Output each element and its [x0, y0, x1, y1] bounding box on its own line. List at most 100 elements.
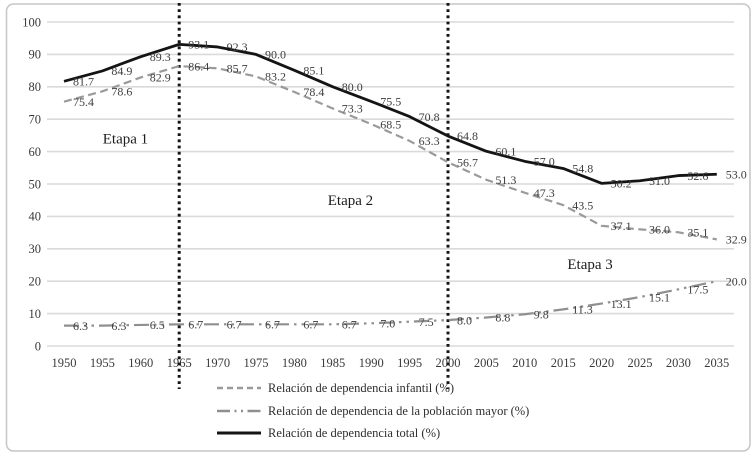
legend-label-total: Relación de dependencia total (%)	[268, 426, 441, 440]
x-axis-tick-label: 1980	[282, 356, 307, 370]
data-label-infantil: 43.5	[572, 198, 593, 212]
solid-line-icon	[217, 431, 261, 435]
data-label-poblacion-mayor: 6.7	[227, 317, 242, 331]
data-label-poblacion-mayor: 6.3	[73, 319, 88, 333]
y-axis-tick-label: 80	[29, 80, 42, 94]
data-label-infantil: 32.9	[726, 233, 747, 247]
data-label-poblacion-mayor: 6.5	[150, 318, 165, 332]
data-label-infantil: 56.7	[457, 155, 478, 169]
x-axis-tick-label: 2015	[551, 356, 576, 370]
data-label-total: 57.0	[534, 155, 555, 169]
x-axis-tick-label: 2010	[512, 356, 537, 370]
data-label-total: 84.9	[111, 64, 132, 78]
data-label-total: 60.1	[495, 144, 516, 158]
data-label-poblacion-mayor: 13.1	[611, 297, 632, 311]
data-label-infantil: 75.4	[73, 95, 94, 109]
data-label-infantil: 85.7	[227, 62, 248, 76]
stage-label: Etapa 1	[103, 132, 148, 148]
y-axis-tick-label: 0	[35, 339, 41, 353]
x-axis-tick-label: 2005	[474, 356, 499, 370]
legend-item-poblacion-mayor: Relación de dependencia de la población …	[216, 400, 529, 423]
data-label-poblacion-mayor: 6.7	[265, 317, 280, 331]
data-label-total: 93.1	[188, 38, 209, 52]
y-axis-tick-label: 90	[29, 48, 42, 62]
data-label-total: 90.0	[265, 48, 286, 62]
series-line-poblacion-mayor	[64, 280, 718, 327]
legend-item-infantil: Relación de dependencia infantil (%)	[216, 377, 529, 400]
data-label-poblacion-mayor: 6.3	[111, 319, 126, 333]
x-axis-tick-label: 1970	[205, 356, 230, 370]
data-label-total: 85.1	[303, 63, 324, 77]
x-axis-tick-label: 1985	[320, 356, 345, 370]
x-axis-tick-label: 2030	[666, 356, 691, 370]
x-axis-tick-label: 1990	[359, 356, 384, 370]
data-label-poblacion-mayor: 7.0	[380, 317, 395, 331]
x-axis-tick-label: 2035	[704, 356, 729, 370]
data-label-poblacion-mayor: 7.5	[419, 315, 434, 329]
legend-item-total: Relación de dependencia total (%)	[216, 422, 529, 445]
y-axis-tick-label: 40	[29, 210, 42, 224]
chart-legend: Relación de dependencia infantil (%) Rel…	[216, 377, 529, 445]
data-label-poblacion-mayor: 8.0	[457, 313, 472, 327]
data-label-infantil: 83.2	[265, 70, 286, 84]
y-axis-tick-label: 30	[29, 242, 42, 256]
dashed-line-icon	[217, 387, 261, 390]
data-label-poblacion-mayor: 11.3	[572, 303, 593, 317]
x-axis-tick-label: 1950	[52, 356, 77, 370]
y-axis-tick-label: 20	[29, 275, 42, 289]
stage-label: Etapa 3	[567, 257, 612, 273]
data-label-infantil: 82.9	[150, 71, 171, 85]
legend-label-poblacion-mayor: Relación de dependencia de la población …	[268, 403, 530, 418]
data-label-total: 52.6	[687, 169, 708, 183]
data-label-total: 75.5	[380, 95, 401, 109]
data-label-total: 54.8	[572, 162, 593, 176]
data-label-total: 50.2	[611, 177, 632, 191]
x-axis-tick-label: 1955	[90, 356, 115, 370]
data-label-infantil: 73.3	[342, 102, 363, 116]
data-label-poblacion-mayor: 6.7	[188, 317, 203, 331]
x-axis-tick-label: 1995	[397, 356, 422, 370]
x-axis-tick-label: 2025	[628, 356, 653, 370]
y-axis-tick-label: 100	[22, 15, 41, 29]
data-label-infantil: 78.4	[303, 85, 324, 99]
data-label-total: 89.3	[150, 50, 171, 64]
data-label-poblacion-mayor: 15.1	[649, 290, 670, 304]
data-label-infantil: 86.4	[188, 59, 209, 73]
x-axis-tick-label: 1960	[128, 356, 153, 370]
data-label-total: 80.0	[342, 80, 363, 94]
stage-label: Etapa 2	[328, 193, 373, 209]
y-axis-tick-label: 10	[29, 307, 42, 321]
figure-border	[5, 3, 751, 452]
data-label-infantil: 37.1	[611, 219, 632, 233]
data-label-total: 81.7	[73, 74, 94, 88]
dashdot-line-icon	[217, 409, 261, 412]
data-label-poblacion-mayor: 9.8	[534, 307, 549, 321]
series-line-infantil	[63, 64, 718, 241]
data-label-total: 64.8	[457, 129, 478, 143]
data-label-infantil: 47.3	[534, 186, 555, 200]
data-label-infantil: 51.3	[495, 173, 516, 187]
y-axis-tick-label: 70	[29, 113, 42, 127]
data-label-total: 92.3	[227, 40, 248, 54]
data-label-infantil: 35.1	[687, 225, 708, 239]
data-label-infantil: 36.0	[649, 223, 670, 237]
data-label-poblacion-mayor: 20.0	[726, 274, 747, 288]
data-label-poblacion-mayor: 6.7	[342, 317, 357, 331]
x-axis-tick-label: 1975	[244, 356, 269, 370]
data-label-poblacion-mayor: 6.7	[303, 317, 318, 331]
y-axis-tick-label: 60	[29, 145, 42, 159]
data-label-poblacion-mayor: 8.8	[495, 311, 510, 325]
data-label-total: 51.0	[649, 174, 670, 188]
y-axis-tick-label: 50	[29, 177, 42, 191]
data-label-total: 53.0	[726, 167, 747, 181]
series-line-total	[63, 42, 717, 185]
x-axis-tick-label: 2020	[589, 356, 614, 370]
legend-label-infantil: Relación de dependencia infantil (%)	[268, 381, 455, 395]
data-label-total: 70.8	[419, 110, 440, 124]
data-label-infantil: 68.5	[380, 117, 401, 131]
data-label-infantil: 63.3	[419, 134, 440, 148]
data-label-poblacion-mayor: 17.5	[687, 283, 708, 297]
data-label-infantil: 78.6	[111, 85, 132, 99]
